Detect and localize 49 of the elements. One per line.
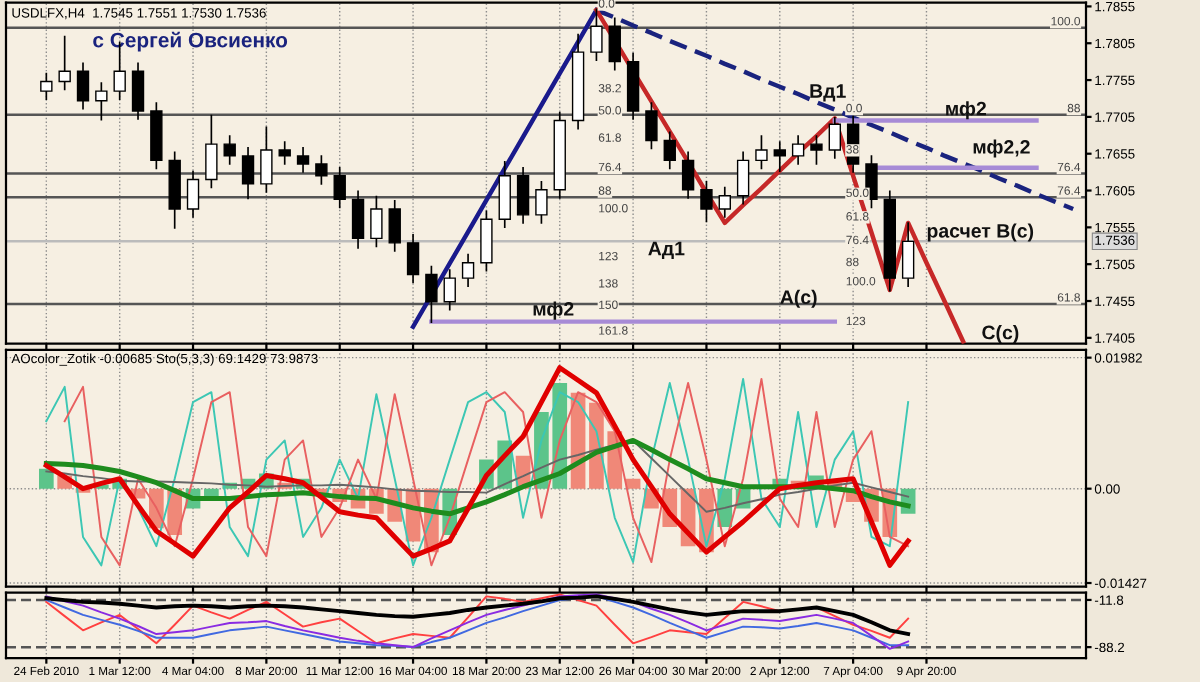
candlestick <box>516 166 530 225</box>
candlestick <box>461 253 475 288</box>
candlestick <box>663 130 676 171</box>
candlestick <box>351 189 365 250</box>
candlestick <box>260 125 273 194</box>
candlestick <box>535 180 548 225</box>
candlestick <box>810 134 823 166</box>
candlestick <box>131 61 145 121</box>
candlestick <box>736 150 750 206</box>
candlestick <box>700 180 713 224</box>
candlestick <box>186 169 200 219</box>
candlestick <box>76 61 90 111</box>
annotation: расчет B(c) <box>927 223 1034 242</box>
candlestick <box>590 7 603 62</box>
candlestick <box>865 154 878 210</box>
candlestick <box>370 194 383 249</box>
text: с Сергей Овсиенко <box>93 31 288 52</box>
candlestick <box>223 134 236 166</box>
candlestick <box>406 233 420 285</box>
candlestick <box>425 264 438 324</box>
candlestick <box>901 221 915 288</box>
candlestick <box>755 134 768 171</box>
candlestick <box>828 116 841 160</box>
candlestick <box>95 81 108 122</box>
candlestick <box>718 186 731 219</box>
candlestick <box>315 154 328 186</box>
candlestick <box>40 71 53 101</box>
annotation: мф2 <box>533 301 574 320</box>
annotation: Вд1 <box>810 84 846 102</box>
candlestick <box>58 35 71 92</box>
candlestick <box>278 140 291 166</box>
annotation: мф2,2 <box>973 139 1030 158</box>
bar <box>625 478 641 489</box>
candlestick <box>443 268 456 312</box>
candlestick <box>241 146 255 201</box>
annotation: Ад1 <box>648 241 685 260</box>
candlestick <box>681 150 695 200</box>
bar <box>39 468 54 489</box>
candlestick <box>773 140 786 173</box>
candlestick <box>480 209 493 273</box>
candlestick <box>608 16 621 72</box>
candlestick <box>296 146 310 174</box>
candlestick <box>498 160 511 229</box>
candlestick <box>645 101 658 151</box>
candlestick <box>205 113 218 190</box>
annotation: C(c) <box>982 325 1019 344</box>
candlestick <box>333 166 346 210</box>
candlestick <box>388 199 401 253</box>
candlestick <box>791 134 805 166</box>
